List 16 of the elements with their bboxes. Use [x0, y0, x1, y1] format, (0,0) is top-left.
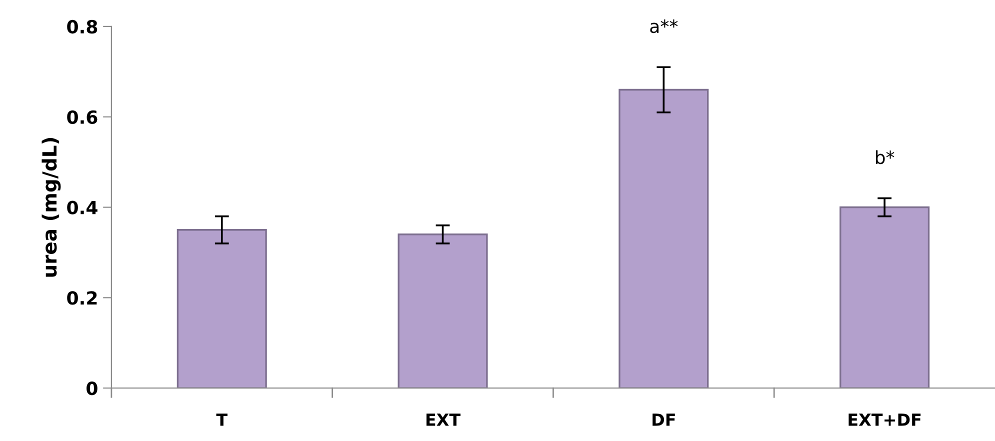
x-tick-label: EXT+DF — [848, 414, 921, 426]
y-tick-label: 0.2 — [67, 291, 97, 305]
x-tick-label: EXT — [426, 414, 460, 426]
y-axis-title: urea (mg/dL) — [42, 138, 61, 277]
x-tick-label: DF — [652, 414, 675, 426]
bar — [840, 206, 930, 388]
y-tick-label: 0.4 — [67, 200, 98, 214]
annotation: b* — [876, 150, 894, 164]
bar — [618, 88, 709, 388]
y-tick-label: 0.8 — [67, 20, 98, 34]
annotation: a** — [650, 19, 678, 34]
bar — [398, 234, 488, 388]
x-tick-label: T — [216, 414, 228, 426]
y-tick-label: 0.6 — [67, 110, 98, 124]
bar — [176, 229, 267, 388]
y-tick-label: 0 — [86, 382, 98, 396]
